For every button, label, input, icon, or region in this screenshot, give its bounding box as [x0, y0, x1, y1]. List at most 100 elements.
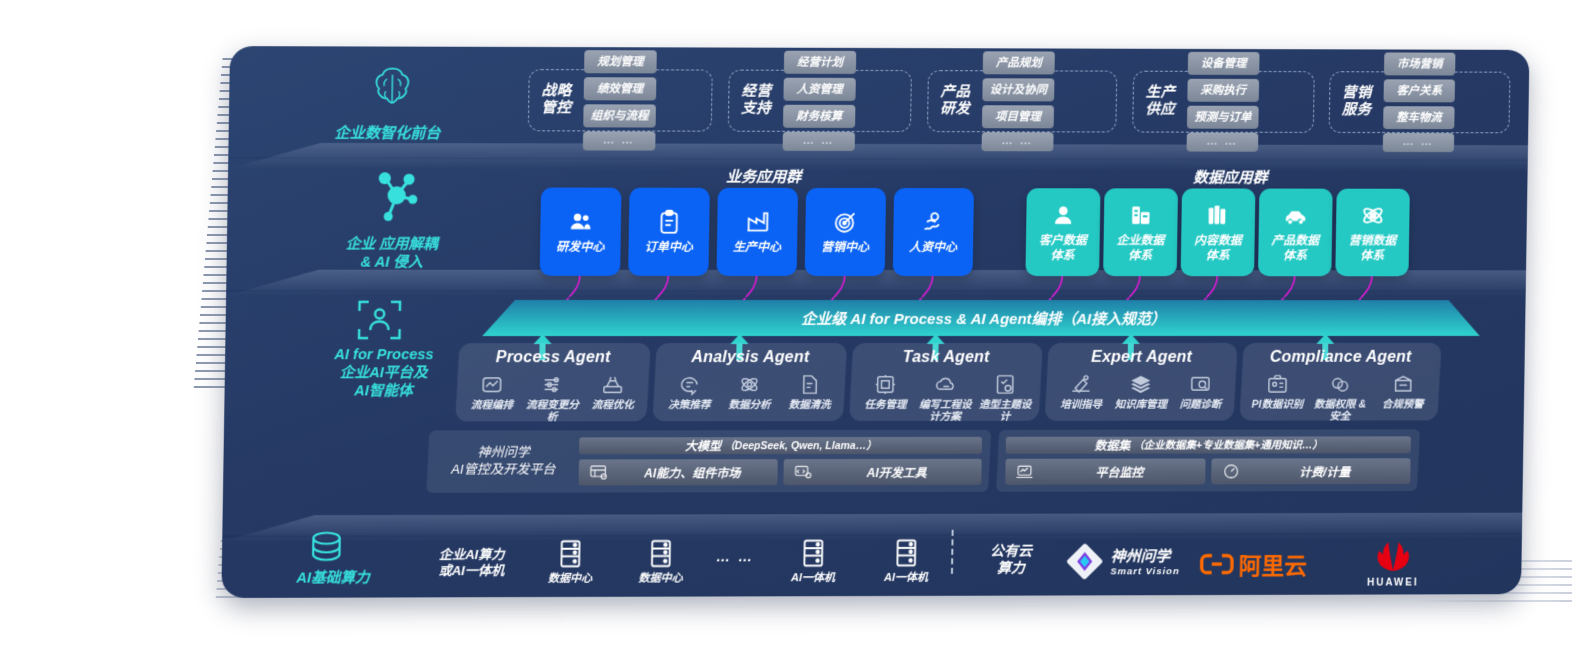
atom-analysis-icon	[738, 373, 761, 396]
chip[interactable]: 整车物流	[1383, 106, 1455, 130]
chip[interactable]: 市场营销	[1383, 52, 1456, 76]
huawei-flower-icon	[1377, 542, 1409, 571]
tile-billing-metering[interactable]: 计费/计量	[1211, 458, 1411, 485]
agent-feature[interactable]: 造型主题设计	[975, 373, 1035, 423]
infra-item-ai-appliance-2[interactable]: AI一体机	[871, 538, 942, 585]
model-bar[interactable]: 大模型 （DeepSeek, Qwen, Llama…）	[579, 436, 983, 455]
agent-card-process[interactable]: Process Agent 流程编排 流程变更分析	[455, 343, 651, 423]
domain-name-4: 营销 服务	[1341, 85, 1372, 119]
chip[interactable]: 规划管理	[584, 50, 657, 74]
dataset-bar[interactable]: 数据集 （企业数据集+专业数据集+通用知识…）	[1005, 436, 1411, 454]
agent-card-expert[interactable]: Expert Agent 培训指导 知识库管理	[1044, 342, 1238, 421]
component-market-icon	[589, 464, 609, 480]
agent-feature[interactable]: 流程优化	[583, 373, 644, 423]
id-card-icon	[1266, 373, 1289, 396]
agent-feature[interactable]: 知识库管理	[1111, 373, 1171, 411]
agent-feature-label-multiline: 数据权限 & 安全	[1313, 398, 1367, 423]
chip-more[interactable]: … …	[782, 131, 855, 151]
domain-chips-4: 市场营销 客户关系 整车物流 … …	[1382, 52, 1502, 153]
data-card-label: 客户数据 体系	[1038, 233, 1087, 262]
agent-feature[interactable]: 流程编排	[462, 373, 523, 423]
layers-icon	[1131, 375, 1151, 393]
logo-aliyun-text: 阿里云	[1238, 552, 1308, 580]
agent-feature[interactable]: 数据权限 & 安全	[1309, 373, 1372, 423]
monitor-icon	[1015, 464, 1035, 480]
app-card-marketing[interactable]: 营销中心	[804, 187, 887, 277]
agent-feature[interactable]: 培训指导	[1052, 373, 1112, 411]
domain-group-4[interactable]: 营销 服务 市场营销 客户关系 整车物流 … …	[1328, 52, 1511, 153]
app-card-label: 生产中心	[732, 240, 782, 255]
logo-smartvision-text: 神州问学 Smart Vision	[1110, 548, 1180, 578]
chip-more[interactable]: … …	[1382, 133, 1455, 153]
design-check-icon	[994, 373, 1017, 396]
agent-feature[interactable]: PI数据识别	[1246, 373, 1309, 423]
agent-up-arrows	[533, 333, 1335, 361]
chip-more[interactable]: … …	[582, 131, 656, 151]
data-card-product[interactable]: 产品数据 体系	[1258, 188, 1333, 277]
domain-group-0[interactable]: 战略 管控 规划管理 绩效管理 组织与流程 … …	[527, 50, 713, 151]
infra-item-ai-appliance-1[interactable]: AI一体机	[778, 538, 849, 585]
agent-feature[interactable]: 合规预警	[1371, 373, 1434, 423]
tile-ai-capability-market[interactable]: AI能力、组件市场	[578, 459, 778, 486]
user-icon	[1055, 206, 1072, 225]
chip[interactable]: 人资管理	[783, 77, 856, 101]
chip[interactable]: 经营计划	[783, 50, 857, 74]
agent-feature[interactable]: 编写工程设计方案	[916, 373, 976, 423]
data-card-marketing[interactable]: 营销数据 体系	[1335, 188, 1410, 277]
chip[interactable]: 客户关系	[1383, 79, 1456, 103]
cloud-write-icon	[937, 378, 956, 391]
chip[interactable]: 财务核算	[782, 104, 856, 128]
agent-feature[interactable]: 任务管理	[856, 373, 916, 423]
chip[interactable]: 设计及协同	[982, 78, 1055, 102]
chip-more[interactable]: … …	[981, 132, 1054, 152]
chip[interactable]: 组织与流程	[583, 104, 656, 128]
shield-cloud-icon	[1329, 373, 1352, 396]
domain-group-2[interactable]: 产品 研发 产品规划 设计及协同 项目管理 … …	[926, 51, 1118, 152]
logo-huawei[interactable]: HUAWEI	[1353, 539, 1433, 589]
tile-platform-monitor[interactable]: 平台监控	[1005, 458, 1206, 485]
domain-name-2: 产品 研发	[940, 84, 971, 118]
app-card-order[interactable]: 订单中心	[628, 187, 710, 276]
agent-feature[interactable]: 决策推荐	[660, 373, 720, 411]
network-task-icon	[876, 374, 896, 395]
chip[interactable]: 产品规划	[982, 51, 1055, 75]
agent-card-task[interactable]: Task Agent 任务管理 编写工程设计方案	[848, 342, 1043, 423]
tile-ai-dev-tools[interactable]: AI开发工具	[783, 458, 982, 486]
agent-feature[interactable]: 数据分析	[720, 373, 780, 411]
agent-card-analysis[interactable]: Analysis Agent 决策推荐 数据	[652, 343, 848, 422]
chip[interactable]: 项目管理	[981, 105, 1055, 129]
domain-group-1[interactable]: 经营 支持 经营计划 人资管理 财务核算 … …	[727, 50, 912, 151]
data-card-content[interactable]: 内容数据 体系	[1180, 188, 1256, 277]
orchestration-banner-label: 企业级 AI for Process & AI Agent编排（AI接入规范）	[801, 310, 1166, 328]
chip-more[interactable]: … …	[1186, 132, 1259, 152]
users-icon	[570, 214, 591, 230]
app-card-label: 人资中心	[909, 240, 958, 255]
domain-name-3: 生产 供应	[1145, 84, 1176, 118]
agent-feature[interactable]: 流程变更分析	[522, 373, 583, 423]
domain-group-3[interactable]: 生产 供应 设备管理 采购执行 预测与订单 … …	[1132, 51, 1315, 152]
chip[interactable]: 设备管理	[1187, 51, 1260, 76]
app-card-production[interactable]: 生产中心	[716, 187, 799, 276]
database-icon	[305, 527, 348, 569]
infra-item-datacenter-1[interactable]: 数据中心	[535, 539, 606, 587]
data-card-enterprise[interactable]: 企业数据 体系	[1103, 188, 1179, 277]
training-icon	[1070, 373, 1093, 396]
app-card-rd[interactable]: 研发中心	[539, 187, 622, 276]
logo-smartvision[interactable]: 神州问学 Smart Vision	[1065, 542, 1180, 581]
agent-title: Compliance Agent	[1269, 348, 1412, 366]
agent-card-compliance[interactable]: Compliance Agent PI数据识别	[1239, 342, 1442, 423]
infra-item-datacenter-2[interactable]: 数据中心	[625, 538, 696, 585]
data-card-customer[interactable]: 客户数据 体系	[1025, 188, 1101, 277]
infra-item-enterprise-compute[interactable]: 企业AI算力 或AI一体机	[438, 546, 505, 578]
domain-name-1: 经营 支持	[741, 83, 772, 117]
platform-panel-right: 数据集 （企业数据集+专业数据集+通用知识…） 平台监控	[996, 429, 1421, 492]
chip[interactable]: 预测与订单	[1186, 105, 1259, 129]
chip[interactable]: 绩效管理	[583, 77, 657, 101]
chip[interactable]: 采购执行	[1187, 78, 1260, 102]
agent-feature[interactable]: 问题诊断	[1171, 373, 1231, 411]
diagnose-icon	[1189, 373, 1212, 396]
app-card-hr[interactable]: 人资中心	[892, 188, 974, 277]
alert-doc-icon	[1391, 373, 1414, 396]
agent-feature[interactable]: 数据清洗	[780, 373, 840, 411]
logo-aliyun[interactable]: 阿里云	[1200, 547, 1308, 581]
